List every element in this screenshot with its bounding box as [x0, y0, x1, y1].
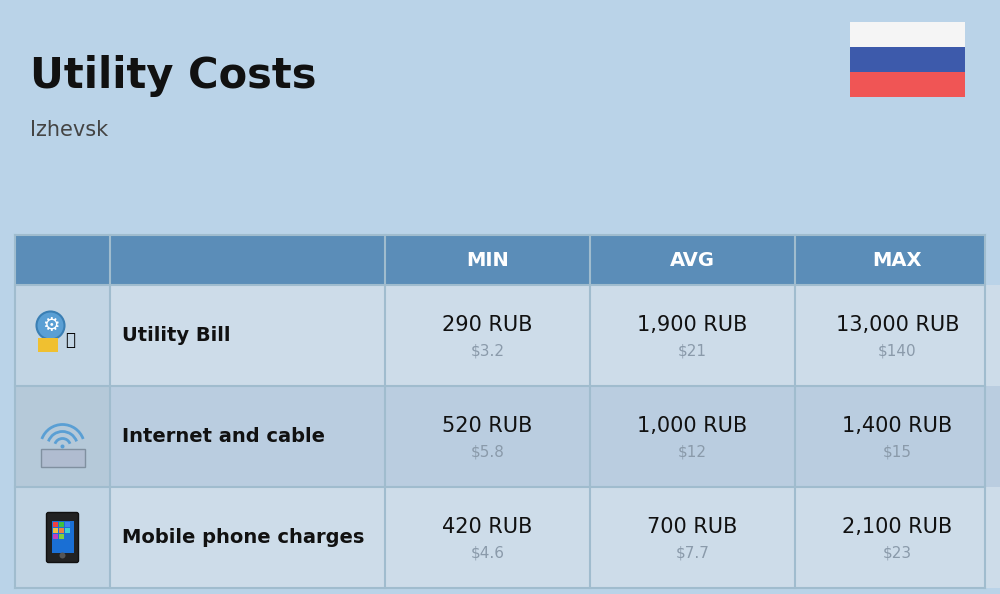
Bar — [15, 235, 985, 285]
Bar — [795, 487, 1000, 588]
Bar — [38, 337, 58, 352]
Text: $21: $21 — [678, 343, 707, 358]
Bar — [850, 47, 965, 72]
Circle shape — [60, 552, 66, 558]
Text: 1,000 RUB: 1,000 RUB — [637, 416, 748, 437]
Text: 2,100 RUB: 2,100 RUB — [842, 517, 953, 538]
Bar — [795, 285, 1000, 386]
Text: ⚙: ⚙ — [42, 316, 59, 335]
Bar — [40, 448, 84, 466]
Circle shape — [36, 311, 64, 340]
Text: Utility Bill: Utility Bill — [122, 326, 230, 345]
Text: $3.2: $3.2 — [471, 343, 505, 358]
Bar — [64, 522, 70, 526]
Text: 700 RUB: 700 RUB — [647, 517, 738, 538]
Bar — [850, 72, 965, 97]
Bar — [590, 487, 795, 588]
Bar — [15, 487, 110, 588]
Text: $15: $15 — [883, 444, 912, 459]
Bar — [385, 386, 590, 487]
Bar — [110, 285, 385, 386]
Bar — [385, 285, 590, 386]
Bar — [58, 533, 64, 539]
Text: MAX: MAX — [873, 251, 922, 270]
Text: 520 RUB: 520 RUB — [442, 416, 533, 437]
Bar — [850, 22, 965, 47]
Text: 290 RUB: 290 RUB — [442, 315, 533, 336]
Bar — [64, 527, 70, 532]
Text: 1,400 RUB: 1,400 RUB — [842, 416, 953, 437]
Bar — [52, 527, 58, 532]
Text: 1,900 RUB: 1,900 RUB — [637, 315, 748, 336]
Text: MIN: MIN — [466, 251, 509, 270]
Text: $4.6: $4.6 — [471, 545, 505, 560]
Bar — [58, 527, 64, 532]
Text: Izhevsk: Izhevsk — [30, 120, 108, 140]
Bar — [15, 386, 110, 487]
Text: AVG: AVG — [670, 251, 715, 270]
Bar — [15, 285, 110, 386]
Text: $5.8: $5.8 — [471, 444, 504, 459]
Bar — [110, 487, 385, 588]
Text: 🔌: 🔌 — [66, 331, 76, 349]
FancyBboxPatch shape — [46, 513, 78, 563]
Text: 420 RUB: 420 RUB — [442, 517, 533, 538]
Bar — [58, 522, 64, 526]
Text: Internet and cable: Internet and cable — [122, 427, 325, 446]
Text: $23: $23 — [883, 545, 912, 560]
Bar — [590, 285, 795, 386]
Text: $7.7: $7.7 — [676, 545, 709, 560]
Bar — [110, 386, 385, 487]
Bar — [385, 487, 590, 588]
Text: Mobile phone charges: Mobile phone charges — [122, 528, 364, 547]
Text: Utility Costs: Utility Costs — [30, 55, 316, 97]
Bar — [52, 520, 74, 552]
Text: $140: $140 — [878, 343, 917, 358]
Bar — [795, 386, 1000, 487]
Circle shape — [60, 444, 64, 448]
Text: 13,000 RUB: 13,000 RUB — [836, 315, 959, 336]
Bar — [590, 386, 795, 487]
Bar — [52, 522, 58, 526]
Bar — [52, 533, 58, 539]
Text: $12: $12 — [678, 444, 707, 459]
